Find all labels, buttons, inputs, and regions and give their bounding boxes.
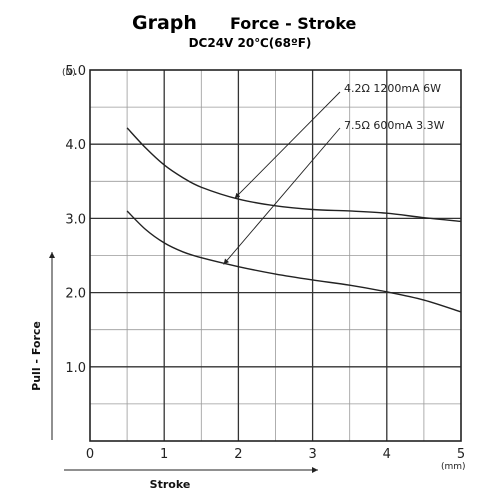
- axes: 1.0 2.0 3.0 4.0 5.0 0 1 2 3 4 5 (N) (mm) Stroke Pull -…: [30, 64, 466, 491]
- y-tick-label: 2.0: [65, 287, 86, 302]
- x-tick-label: 0: [86, 447, 94, 462]
- x-tick-label: 1: [160, 447, 168, 462]
- y-tick-label: 1.0: [65, 361, 86, 376]
- x-tick-label: 3: [308, 447, 316, 462]
- series-line-2: [126, 210, 462, 313]
- y-tick-label: 4.0: [65, 138, 86, 153]
- chart-subtitle: DC24V 20℃(68ºF): [189, 36, 312, 50]
- y-axis-unit: (N): [62, 68, 76, 78]
- chart-title-force-stroke: Force - Stroke: [230, 14, 357, 33]
- annotations: 4.2Ω 1200mA 6W 7.5Ω 600mA 3.3W: [223, 82, 445, 265]
- x-tick-label: 2: [234, 447, 242, 462]
- grid: [89, 69, 462, 442]
- x-tick-label: 5: [457, 447, 465, 462]
- annotation-label-2: 7.5Ω 600mA 3.3W: [344, 119, 445, 132]
- plot-frame: [89, 69, 462, 442]
- x-axis-title: Stroke: [150, 478, 191, 491]
- y-tick-label: 3.0: [65, 212, 86, 227]
- x-tick-label: 4: [383, 447, 391, 462]
- annotation-label-1: 4.2Ω 1200mA 6W: [344, 82, 441, 95]
- y-axis-title: Pull - Force: [30, 321, 43, 391]
- annotation-leader-2: [223, 127, 341, 265]
- series-lines: [126, 127, 462, 313]
- x-axis-unit: (mm): [441, 462, 466, 472]
- series-line-1: [126, 127, 462, 223]
- chart-title-group: Graph Force - Stroke DC24V 20℃(68ºF): [132, 12, 357, 50]
- annotation-leader-1: [234, 91, 341, 199]
- chart-title-graph: Graph: [132, 12, 197, 34]
- y-tick-label: 5.0: [65, 64, 86, 79]
